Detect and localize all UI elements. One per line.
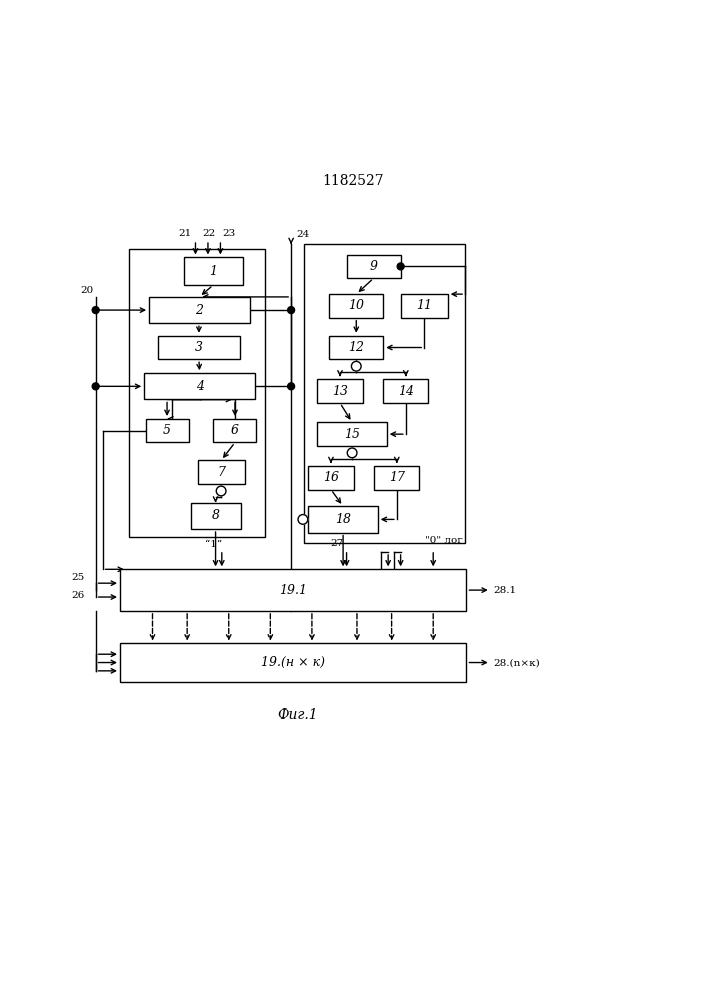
- Text: 4: 4: [196, 380, 204, 393]
- Bar: [374, 466, 419, 490]
- Text: 13: 13: [332, 385, 348, 398]
- Bar: [120, 569, 467, 611]
- Circle shape: [92, 383, 99, 390]
- Bar: [317, 379, 363, 403]
- Text: 22: 22: [202, 229, 215, 238]
- Text: “1”: “1”: [205, 540, 222, 549]
- Text: 3: 3: [195, 341, 203, 354]
- Circle shape: [216, 486, 226, 496]
- Bar: [308, 506, 378, 533]
- Bar: [144, 373, 255, 399]
- Text: 19.1: 19.1: [279, 584, 308, 597]
- Text: 9: 9: [370, 260, 378, 273]
- Circle shape: [288, 383, 295, 390]
- Text: 17: 17: [389, 471, 405, 484]
- Bar: [197, 460, 245, 484]
- Text: 11: 11: [416, 299, 432, 312]
- Bar: [149, 297, 250, 323]
- Text: 1182527: 1182527: [322, 174, 385, 188]
- Text: 2: 2: [195, 304, 204, 317]
- Bar: [329, 336, 383, 359]
- Bar: [129, 249, 265, 537]
- Text: 14: 14: [398, 385, 414, 398]
- Text: 21: 21: [179, 229, 192, 238]
- Circle shape: [298, 515, 308, 524]
- Bar: [329, 294, 383, 318]
- Text: 27: 27: [330, 539, 344, 548]
- Bar: [214, 419, 257, 442]
- Circle shape: [92, 307, 99, 314]
- Bar: [383, 379, 428, 403]
- Text: "0" лог: "0" лог: [425, 536, 462, 545]
- Bar: [317, 422, 387, 446]
- Text: 6: 6: [231, 424, 239, 437]
- Text: 19.(н × к): 19.(н × к): [261, 656, 325, 669]
- Text: 5: 5: [163, 424, 171, 437]
- Text: Фиг.1: Фиг.1: [278, 708, 318, 722]
- Text: 1: 1: [209, 265, 217, 278]
- Text: 12: 12: [349, 341, 364, 354]
- Circle shape: [288, 307, 295, 314]
- Text: 28.1: 28.1: [493, 586, 516, 595]
- Circle shape: [347, 448, 357, 458]
- Text: 25: 25: [71, 573, 85, 582]
- Text: 20: 20: [81, 286, 94, 295]
- Text: 8: 8: [211, 509, 220, 522]
- Text: 16: 16: [323, 471, 339, 484]
- Bar: [401, 294, 448, 318]
- Circle shape: [351, 361, 361, 371]
- Text: 26: 26: [71, 591, 85, 600]
- Bar: [120, 643, 467, 682]
- Text: 7: 7: [217, 466, 225, 479]
- Text: 15: 15: [344, 428, 360, 441]
- Bar: [184, 257, 243, 285]
- Bar: [346, 255, 401, 278]
- Bar: [303, 244, 465, 543]
- Bar: [146, 419, 189, 442]
- Bar: [308, 466, 354, 490]
- Text: 18: 18: [335, 513, 351, 526]
- Bar: [191, 503, 240, 529]
- Text: 10: 10: [349, 299, 364, 312]
- Text: 28.(n×к): 28.(n×к): [493, 658, 539, 667]
- Circle shape: [397, 263, 404, 270]
- Bar: [158, 336, 240, 359]
- Text: 23: 23: [222, 229, 235, 238]
- Text: 24: 24: [297, 230, 310, 239]
